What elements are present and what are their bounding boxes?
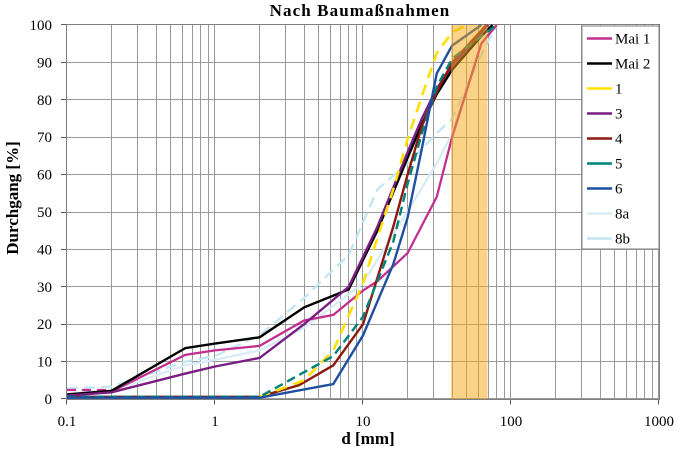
svg-text:8a: 8a (615, 207, 630, 223)
svg-text:1: 1 (615, 82, 623, 98)
svg-text:50: 50 (37, 205, 52, 221)
svg-text:5: 5 (615, 157, 623, 173)
svg-text:6: 6 (615, 182, 623, 198)
svg-text:1: 1 (211, 414, 219, 430)
svg-text:30: 30 (37, 280, 52, 296)
svg-text:d [mm]: d [mm] (341, 429, 394, 448)
svg-text:90: 90 (37, 55, 52, 71)
svg-text:10: 10 (37, 355, 52, 371)
svg-text:1000: 1000 (644, 414, 674, 430)
svg-text:100: 100 (30, 18, 53, 34)
svg-text:3: 3 (615, 107, 623, 123)
svg-text:80: 80 (37, 93, 52, 109)
svg-text:Mai 1: Mai 1 (615, 32, 650, 48)
svg-text:100: 100 (500, 414, 523, 430)
svg-text:60: 60 (37, 168, 52, 184)
svg-text:Nach Baumaßnahmen: Nach Baumaßnahmen (270, 1, 451, 20)
svg-text:Durchgang [%]: Durchgang [%] (3, 141, 22, 255)
svg-text:4: 4 (615, 132, 623, 148)
svg-text:Mai 2: Mai 2 (615, 57, 650, 73)
svg-text:8b: 8b (615, 232, 630, 248)
svg-text:20: 20 (37, 317, 52, 333)
svg-text:10: 10 (356, 414, 371, 430)
svg-text:0: 0 (45, 392, 53, 408)
svg-text:40: 40 (37, 242, 52, 258)
svg-text:0.1: 0.1 (58, 414, 77, 430)
svg-text:70: 70 (37, 130, 52, 146)
